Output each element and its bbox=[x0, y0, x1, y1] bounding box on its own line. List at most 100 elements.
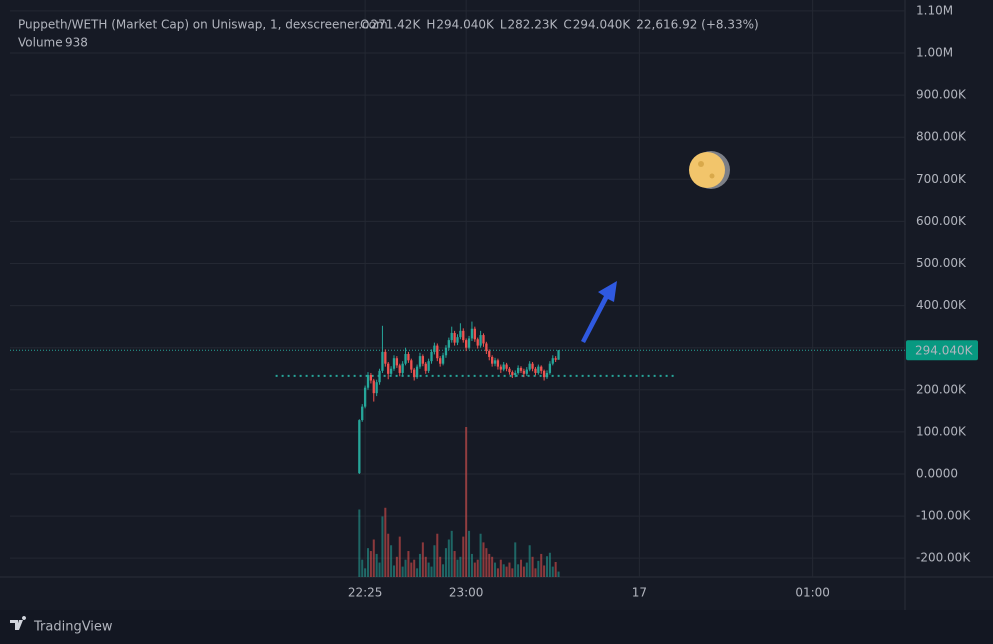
volume-bar bbox=[439, 556, 442, 577]
candle-body bbox=[372, 380, 375, 394]
moon-crater bbox=[709, 173, 715, 179]
candle-body bbox=[528, 363, 531, 370]
ohlc-value: 282.23K bbox=[508, 18, 559, 32]
candle-body bbox=[531, 363, 534, 369]
volume-bar bbox=[508, 562, 511, 577]
volume-bar bbox=[381, 516, 384, 577]
candle-body bbox=[490, 356, 494, 364]
candle-body bbox=[430, 351, 433, 362]
candle-body bbox=[439, 358, 442, 364]
candle-body bbox=[392, 358, 396, 369]
volume-bar bbox=[557, 571, 560, 577]
candle-body bbox=[415, 366, 419, 378]
volume-bar bbox=[496, 568, 499, 577]
candle-body bbox=[421, 356, 425, 364]
change: 22,616.92 (+8.33%) bbox=[636, 18, 758, 32]
candle-body bbox=[534, 368, 537, 373]
y-tick-label: 1.00M bbox=[916, 46, 953, 60]
candle-body bbox=[465, 340, 468, 348]
volume-bar bbox=[485, 548, 488, 577]
footer bbox=[0, 610, 993, 644]
brand: TradingView bbox=[33, 620, 113, 635]
x-tick-label: 01:00 bbox=[795, 586, 830, 600]
volume-bar bbox=[476, 559, 479, 577]
volume-bar bbox=[413, 559, 416, 577]
y-tick-label: 400.00K bbox=[916, 298, 967, 312]
candle-body bbox=[557, 350, 560, 360]
volume-bar bbox=[511, 568, 514, 577]
moon-crater bbox=[698, 161, 704, 167]
chart-title: Puppeth/WETH (Market Cap) on Uniswap, 1,… bbox=[18, 18, 388, 32]
volume-bar bbox=[424, 556, 427, 577]
candle-body bbox=[444, 347, 448, 356]
candle-body bbox=[542, 370, 546, 378]
volume-bar bbox=[473, 562, 476, 577]
volume-bar bbox=[465, 427, 468, 577]
candle-body bbox=[548, 363, 552, 373]
volume-bar bbox=[421, 542, 424, 577]
x-tick-label: 22:25 bbox=[348, 586, 383, 600]
candle-body bbox=[418, 356, 422, 367]
candle-body bbox=[545, 372, 549, 378]
tradingview-logo bbox=[10, 616, 27, 630]
candle-body bbox=[467, 338, 471, 348]
moon bbox=[689, 151, 730, 189]
candle-body bbox=[427, 361, 430, 371]
candle-body bbox=[398, 365, 401, 373]
y-tick-label: 100.00K bbox=[916, 424, 967, 438]
candle-body bbox=[381, 351, 384, 371]
candle-body bbox=[433, 345, 436, 352]
volume-bar bbox=[548, 552, 551, 577]
volume-bar bbox=[499, 559, 502, 577]
volume-bar bbox=[372, 539, 375, 577]
volume-bar bbox=[395, 556, 398, 577]
volume-bar bbox=[522, 566, 525, 577]
arrow bbox=[581, 281, 617, 343]
volume-bar bbox=[398, 536, 401, 577]
volume-bar bbox=[427, 562, 430, 577]
volume-bar bbox=[543, 565, 546, 577]
x-tick-label: 23:00 bbox=[449, 586, 484, 600]
candle-body bbox=[459, 330, 462, 338]
candle-body bbox=[424, 363, 427, 371]
volume-bar bbox=[528, 545, 531, 577]
candle-body bbox=[389, 368, 393, 374]
candle-body bbox=[358, 420, 361, 474]
volume-bar bbox=[430, 566, 433, 577]
candle-body bbox=[410, 360, 413, 370]
volume-bar bbox=[505, 566, 508, 577]
y-tick-label: 600.00K bbox=[916, 214, 967, 228]
volume-bar bbox=[407, 551, 410, 577]
volume-bar bbox=[444, 548, 447, 577]
y-tick-label: 0.0000 bbox=[916, 466, 958, 480]
candle-body bbox=[407, 354, 410, 361]
candle-body bbox=[456, 337, 459, 343]
volume-bar bbox=[401, 566, 404, 577]
candle-body bbox=[404, 354, 407, 364]
volume-bar bbox=[369, 551, 372, 577]
candle-body bbox=[378, 370, 381, 383]
volume-bar bbox=[537, 560, 540, 577]
logo-icon bbox=[10, 616, 27, 630]
ohlc-key: O bbox=[360, 18, 369, 32]
volume-bar bbox=[378, 562, 381, 577]
volume-bar bbox=[525, 562, 528, 577]
ohlc-value: 294.040K bbox=[573, 18, 632, 32]
volume-bar bbox=[462, 536, 465, 577]
y-tick-label: 900.00K bbox=[916, 88, 967, 102]
candle-body bbox=[514, 372, 517, 376]
y-tick-label: 800.00K bbox=[916, 130, 967, 144]
volume-bar bbox=[366, 548, 370, 577]
volume-bar bbox=[470, 553, 473, 577]
y-tick-label: -200.00K bbox=[916, 551, 971, 565]
volume-bar bbox=[447, 539, 450, 577]
candle-body bbox=[387, 363, 390, 374]
volume-bar bbox=[390, 545, 393, 577]
y-tick-label: 500.00K bbox=[916, 256, 967, 270]
candle-body bbox=[413, 369, 416, 378]
ohlc-key: H bbox=[426, 18, 435, 32]
volume-bar bbox=[534, 568, 537, 577]
candle-body bbox=[511, 372, 514, 376]
volume-bar bbox=[418, 553, 421, 577]
